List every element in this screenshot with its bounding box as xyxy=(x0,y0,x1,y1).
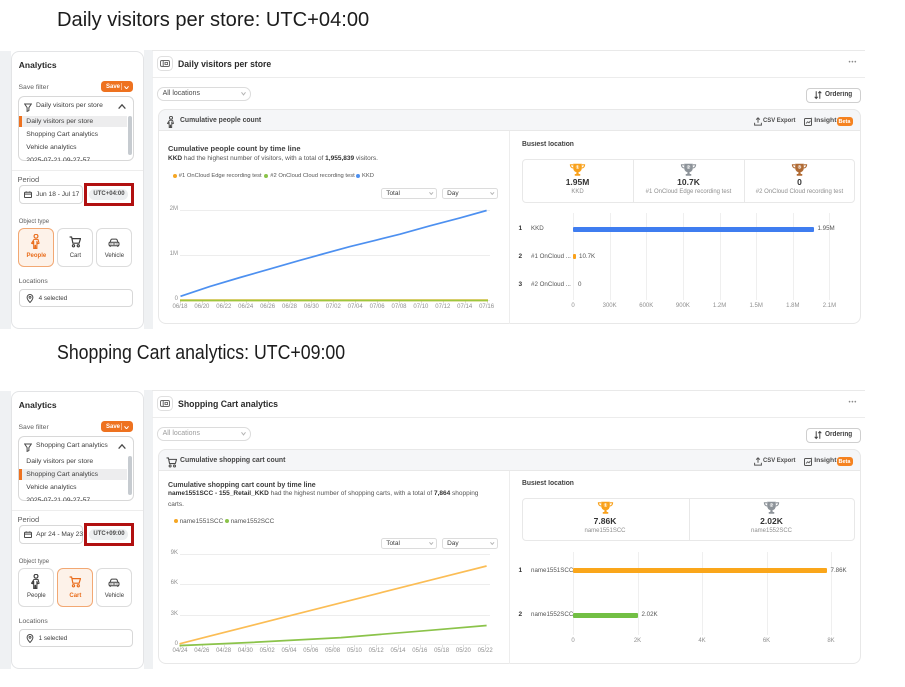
svg-text:2: 2 xyxy=(687,165,690,170)
svg-text:3: 3 xyxy=(798,165,801,170)
svg-text:1: 1 xyxy=(604,503,607,508)
svg-text:1: 1 xyxy=(576,165,579,170)
svg-text:2: 2 xyxy=(770,503,773,508)
